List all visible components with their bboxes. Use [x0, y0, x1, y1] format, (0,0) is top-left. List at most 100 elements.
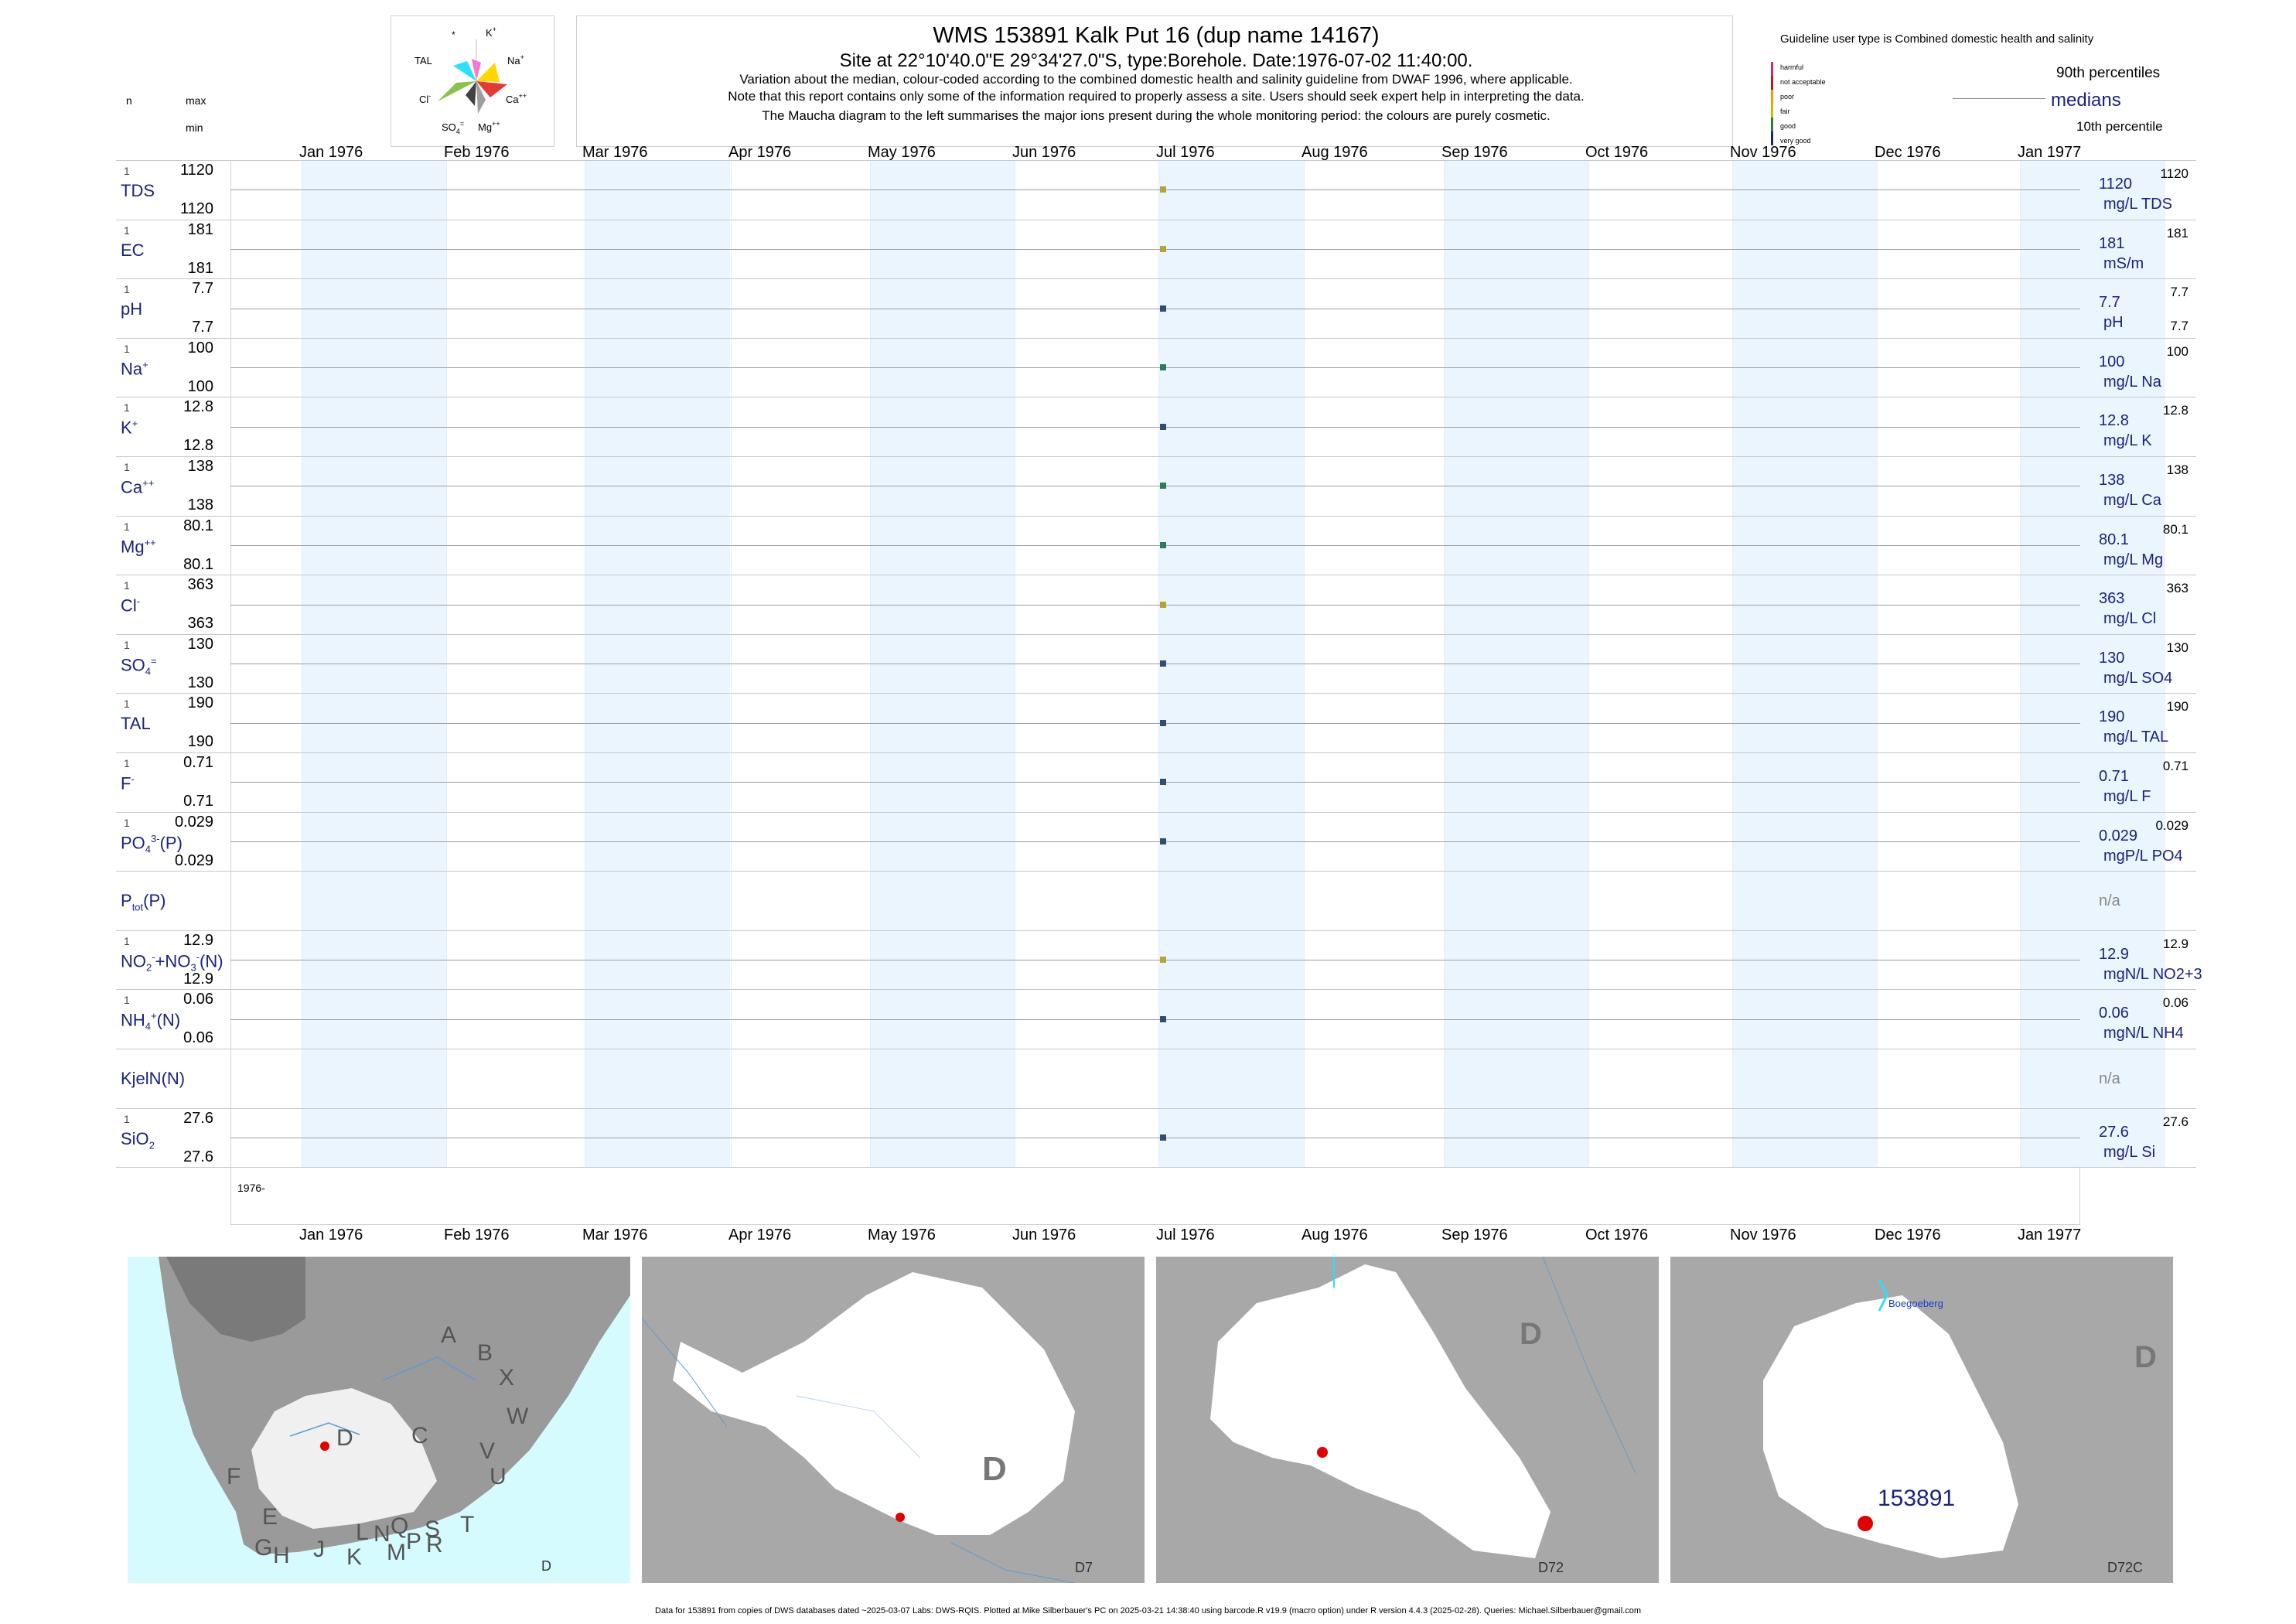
region-label-j: J: [313, 1537, 325, 1562]
row-name-sio2: SiO2: [121, 1128, 155, 1151]
row-separator-top: [116, 160, 2196, 161]
month-label-bottom: Jan 1977: [2018, 1227, 2082, 1244]
month-label-bottom: Jun 1976: [1012, 1227, 1076, 1244]
month-label-bottom: Dec 1976: [1875, 1227, 1941, 1244]
row-min-f: 0.71: [183, 793, 213, 810]
row-unit-mg: mg/L Mg: [2103, 551, 2164, 568]
row-separator: [116, 456, 2196, 457]
row-min-mg: 80.1: [183, 555, 213, 573]
row-max-po4: 0.029: [174, 813, 213, 831]
row-min-cl: 363: [187, 615, 213, 633]
row-median-tal: 190: [2099, 708, 2125, 726]
row-name-tal: TAL: [121, 714, 151, 734]
row-unit-tds: mg/L TDS: [2103, 196, 2172, 213]
region-label-x: X: [499, 1365, 515, 1390]
row-name-na: Na+: [121, 358, 148, 379]
month-label-bottom: Nov 1976: [1730, 1227, 1796, 1244]
month-label-top: Mar 1976: [582, 144, 648, 161]
region-label-v: V: [479, 1438, 496, 1464]
month-label-top: Oct 1976: [1585, 144, 1649, 161]
data-point-tds: [1160, 186, 1166, 193]
row-unit-so4: mg/L SO4: [2103, 669, 2173, 687]
row-unit-cl: mg/L Cl: [2103, 610, 2157, 628]
row-unit-ec: mS/m: [2103, 254, 2144, 272]
row-p90-no3: 12.9: [2162, 936, 2189, 951]
map-d72-region-label: D: [1520, 1317, 1542, 1351]
row-unit-tal: mg/L TAL: [2103, 728, 2169, 746]
data-point-po4: [1160, 838, 1166, 844]
month-label-top: Jun 1976: [1012, 144, 1076, 161]
page-title: WMS 153891 Kalk Put 16 (dup name 14167): [933, 23, 1380, 48]
title-box: [576, 15, 1733, 147]
row-min-no3: 12.9: [183, 970, 213, 988]
data-point-no3: [1160, 957, 1166, 964]
legend-swatch: [1771, 118, 1773, 131]
region-label-g: G: [254, 1535, 273, 1561]
row-unit-po4: mgP/L PO4: [2103, 847, 2183, 865]
maucha-tal-wedge: [453, 61, 476, 81]
data-point-so4: [1160, 660, 1166, 667]
month-label-top: Jan 1977: [2018, 144, 2082, 161]
row-median-k: 12.8: [2099, 412, 2129, 430]
maucha-diagram: * K+ TAL Na+ Cl- Ca++ SO4= Mg++: [391, 15, 554, 147]
row-max-tal: 190: [187, 694, 213, 712]
map-d7-svg: [642, 1272, 1076, 1583]
row-median-f: 0.71: [2099, 768, 2129, 785]
row-max-nh4: 0.06: [183, 991, 213, 1008]
row-count-tal: 1: [124, 698, 130, 711]
row-count-nh4: 1: [124, 994, 130, 1007]
row-max-na: 100: [187, 339, 213, 357]
region-label-n: N: [374, 1521, 391, 1547]
row-name-no3: NO2-+NO3-(N): [121, 950, 223, 974]
row-separator: [116, 811, 2196, 813]
region-label-c: C: [411, 1423, 428, 1448]
row-name-nh4: NH4+(N): [121, 1010, 181, 1033]
region-label-t: T: [460, 1512, 475, 1537]
row-max-cl: 363: [187, 576, 213, 594]
row-median-na: 100: [2099, 353, 2125, 370]
row-name-ca: Ca++: [121, 477, 155, 497]
legend-swatch: [1771, 90, 1773, 104]
map-d72-svg: [1210, 1257, 1636, 1558]
row-p90-tal: 190: [2166, 699, 2189, 715]
row-separator: [116, 693, 2196, 694]
month-label-top: Jul 1976: [1156, 144, 1215, 161]
row-name-tds: TDS: [121, 181, 155, 200]
data-point-k: [1160, 423, 1166, 430]
row-count-sio2: 1: [124, 1112, 130, 1125]
row-median-kjeln: n/a: [2099, 1070, 2120, 1087]
guideline-legend: harmful not acceptable poor fair good very go…: [1771, 62, 1926, 147]
row-p90-ca: 138: [2166, 462, 2189, 477]
month-label-top: Aug 1976: [1302, 144, 1368, 161]
region-label-a: A: [441, 1322, 457, 1348]
site-label: 153891: [1878, 1486, 1956, 1511]
maucha-star-label: *: [452, 29, 455, 40]
row-min-ec: 181: [187, 259, 213, 277]
map-panel-label-1: D: [541, 1558, 551, 1574]
region-label-w: W: [507, 1404, 529, 1429]
medians-label: medians: [2051, 90, 2121, 111]
month-label-top: Apr 1976: [728, 144, 792, 161]
row-median-ca: 138: [2099, 472, 2125, 489]
maucha-na-wedge: [476, 63, 500, 82]
median-line: [230, 248, 2080, 250]
row-unit-k: mg/L K: [2103, 432, 2152, 450]
region-label-q: Q: [391, 1513, 409, 1539]
region-label-b: B: [477, 1340, 493, 1366]
row-max-so4: 130: [187, 635, 213, 653]
maucha-so4-wedge: [466, 81, 476, 106]
row-separator: [116, 989, 2196, 991]
median-line: [230, 841, 2080, 842]
barcode-chart: Jan 1976 Jan 1976 Feb 1976 Feb 1976 Mar 1976…: [116, 144, 2202, 1244]
row-unit-f: mg/L F: [2103, 788, 2151, 805]
note-line-3: The Maucha diagram to the left summarise…: [762, 108, 1551, 123]
maucha-mg-wedge: [476, 81, 486, 114]
legend-swatch: [1771, 76, 1773, 90]
col-max-label: max: [186, 94, 206, 107]
median-line: [230, 544, 2080, 546]
legend-category-label: fair: [1780, 107, 1790, 115]
row-p90-ec: 181: [2166, 225, 2189, 241]
month-label-bottom: Feb 1976: [444, 1227, 510, 1244]
row-min-po4: 0.029: [174, 851, 213, 869]
region-label-m: M: [387, 1540, 406, 1565]
